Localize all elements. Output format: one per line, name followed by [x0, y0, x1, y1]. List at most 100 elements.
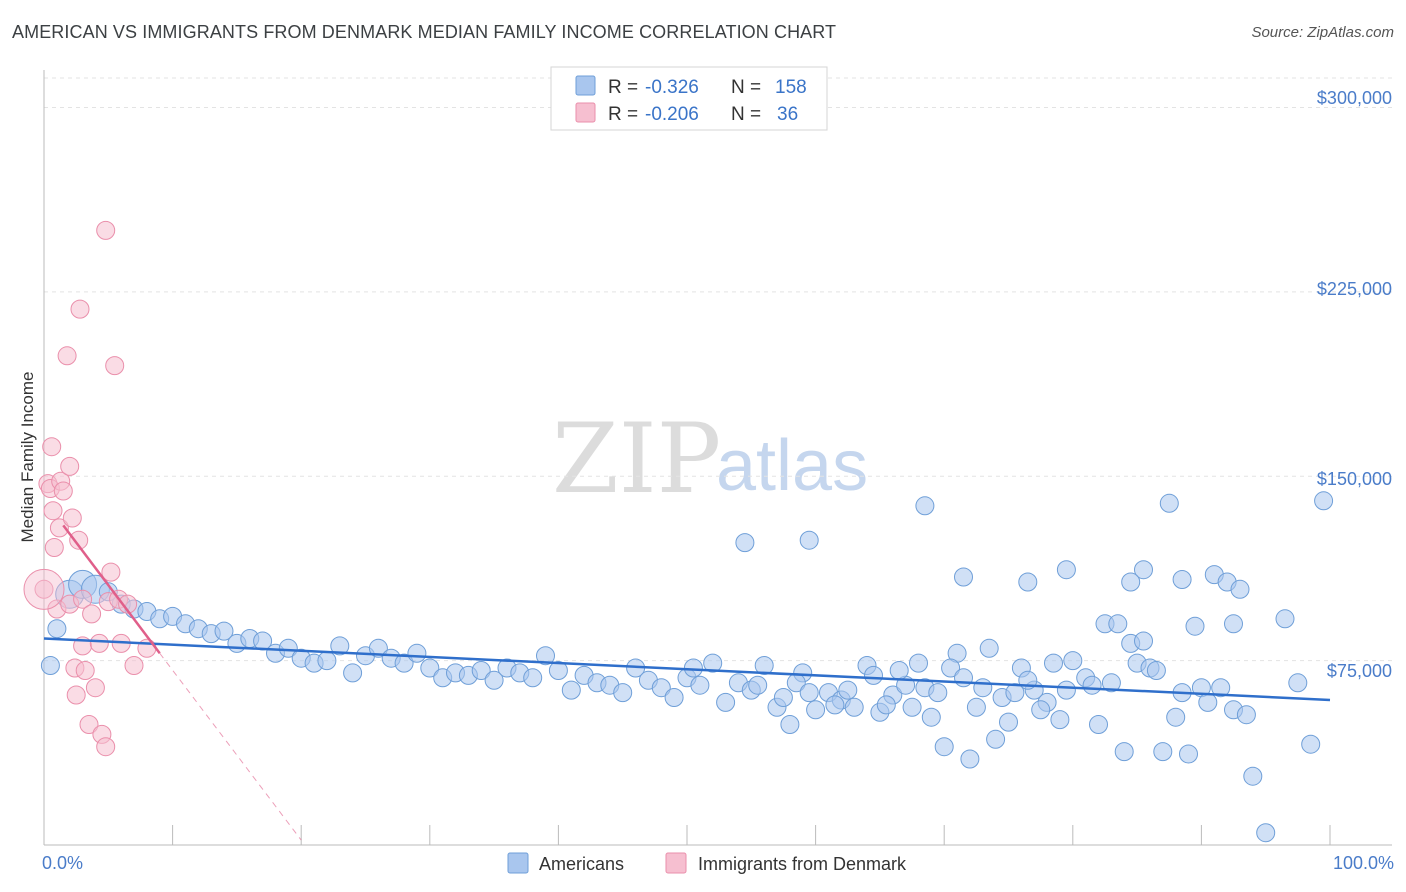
data-point — [1224, 614, 1243, 634]
data-point — [73, 589, 93, 609]
americans-points — [40, 491, 1334, 843]
data-point — [909, 653, 928, 673]
americans-swatch — [575, 75, 596, 96]
data-point — [394, 653, 414, 673]
americans-legend-label: Americans — [539, 854, 624, 874]
legend-n-label: N = — [731, 104, 761, 125]
data-point — [523, 668, 543, 688]
data-point — [101, 562, 121, 582]
denmark-points — [23, 220, 157, 757]
data-point — [934, 737, 954, 757]
data-point — [1230, 579, 1250, 599]
data-point — [368, 638, 388, 658]
x-tick-label-min: 0.0% — [42, 853, 83, 873]
data-point — [44, 538, 64, 557]
chart-title: AMERICAN VS IMMIGRANTS FROM DENMARK MEDI… — [12, 22, 837, 42]
data-point — [124, 656, 144, 675]
x-tick-label-max: 100.0% — [1333, 853, 1394, 873]
data-point — [1275, 609, 1295, 629]
data-point — [1089, 715, 1108, 734]
data-point — [42, 437, 62, 457]
data-point-large — [23, 568, 65, 610]
data-point — [690, 675, 710, 695]
y-tick-label: $300,000 — [1317, 88, 1392, 108]
data-point — [799, 683, 819, 703]
data-point — [317, 651, 337, 671]
data-point — [1044, 653, 1063, 673]
data-point — [561, 680, 581, 700]
data-point — [1050, 710, 1070, 730]
watermark: ZIP atlas — [552, 403, 868, 515]
data-point — [825, 695, 845, 715]
data-point — [960, 749, 980, 769]
legend-n-label: N = — [731, 77, 761, 98]
stats-legend: R = -0.326 N = 158 R = -0.206 N = 36 — [550, 66, 828, 131]
data-point — [754, 656, 774, 675]
data-point — [75, 661, 95, 680]
data-point — [1018, 572, 1038, 592]
y-tick-label: $75,000 — [1327, 661, 1392, 681]
legend-r-label: R = — [608, 77, 638, 98]
data-point — [1101, 673, 1121, 693]
data-point — [921, 707, 941, 727]
legend-r-value: -0.206 — [645, 104, 699, 125]
americans-trend-line — [43, 637, 1331, 702]
data-point — [1134, 560, 1153, 580]
data-point — [79, 715, 99, 734]
data-point — [799, 530, 819, 550]
denmark-legend-label: Immigrants from Denmark — [698, 854, 907, 874]
y-tick-label: $150,000 — [1317, 469, 1392, 489]
data-point — [105, 356, 125, 376]
data-point — [806, 700, 826, 720]
data-point — [1256, 823, 1276, 843]
data-point — [838, 680, 858, 700]
data-point — [1179, 744, 1198, 764]
data-point — [1211, 678, 1231, 698]
data-point — [548, 661, 568, 680]
data-point — [82, 604, 102, 624]
data-point — [1108, 614, 1128, 634]
legend-n-value: 36 — [777, 104, 798, 125]
data-point — [1031, 700, 1051, 720]
y-axis-title: Median Family Income — [18, 371, 37, 542]
data-point — [1159, 493, 1179, 513]
data-point — [864, 665, 883, 685]
data-point — [748, 675, 768, 695]
legend-r-value: -0.326 — [645, 77, 699, 98]
data-point — [471, 661, 491, 680]
data-point — [613, 683, 633, 703]
data-point — [47, 619, 67, 639]
data-point — [954, 567, 973, 587]
data-point — [69, 530, 89, 550]
data-point — [915, 496, 935, 516]
data-point — [902, 697, 922, 717]
y-axis-labels: $300,000 $225,000 $150,000 $75,000 — [1317, 88, 1392, 681]
data-point — [1121, 572, 1141, 592]
data-point — [1146, 661, 1166, 680]
data-point — [986, 729, 1006, 749]
data-point — [407, 643, 427, 663]
data-point — [1114, 742, 1134, 762]
data-point — [1198, 692, 1218, 712]
source-label: Source: ZipAtlas.com — [1251, 24, 1394, 41]
data-point — [34, 579, 54, 599]
data-point — [1063, 651, 1083, 671]
data-point — [1288, 673, 1308, 693]
data-point — [43, 501, 63, 521]
trend-lines — [43, 524, 1331, 841]
data-point — [420, 658, 440, 678]
data-point — [973, 678, 993, 698]
data-point — [214, 621, 234, 641]
data-point — [118, 594, 138, 614]
watermark-atlas: atlas — [716, 426, 868, 506]
data-point — [716, 692, 736, 712]
legend-n-value: 158 — [775, 77, 807, 98]
data-point — [96, 737, 116, 757]
data-point — [889, 661, 909, 680]
americans-legend-swatch — [507, 852, 529, 874]
data-point — [484, 670, 504, 690]
data-point — [1134, 631, 1153, 651]
data-point — [1172, 570, 1192, 589]
data-point — [343, 663, 363, 683]
